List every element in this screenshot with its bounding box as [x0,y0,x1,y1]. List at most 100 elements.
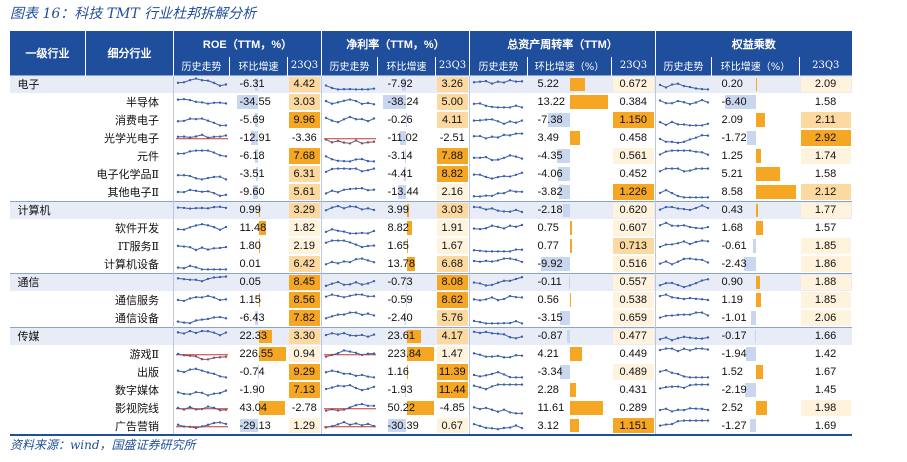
table-row: 影视院线 43.04 -2.78 50.22 -4.85 11.61 0.289 2.52 1.… [10,399,852,417]
sparkline-point [472,422,476,425]
sparkline-point [520,335,524,339]
quarter-heat [612,256,655,272]
sparkline-point [670,191,674,195]
roe-quarter-value: 9.29 [293,366,315,378]
sparkline-point [670,314,674,317]
sparkline-point [682,85,686,88]
em-change-value: 1.68 [721,222,743,234]
history-cell [655,345,712,363]
quarter-heat [288,418,320,433]
roe-quarter-value: 7.68 [293,150,315,162]
sparkline-point [664,123,668,127]
history-sparkline [472,132,524,140]
tat-quarter-cell: 0.713 [612,237,656,255]
history-sparkline [324,420,376,429]
tat-change-value: 5.22 [537,78,559,91]
change-bar [382,95,407,109]
quarter-heat [288,166,320,182]
quarter-heat [436,202,469,218]
sparkline-point [658,387,662,390]
sparkline-point [682,170,686,173]
sparkline-point [342,230,346,233]
sparkline-point [676,260,680,263]
history-cell [321,272,378,291]
sparkline-point [188,245,192,249]
sparkline-point [360,231,364,235]
quarter-heat [288,256,320,272]
roe-quarter-value: 7.82 [293,311,315,324]
change-bar [250,131,259,145]
sparkline-point [224,267,228,271]
sparkline-point [176,331,180,334]
sparkline-point [324,295,328,298]
change-bar [755,293,762,307]
sparkline-point [490,355,494,358]
sparkline-point [688,195,692,199]
sparkline-point [330,369,334,372]
history-sparkline [658,204,710,212]
sparkline-point [502,321,506,325]
sparkline-point [682,347,686,350]
change-bar [560,311,570,325]
sparkline-point [658,423,662,427]
sparkline-point [218,420,222,424]
sparkline-point [484,406,488,410]
history-cell [321,345,378,363]
sparkline-point [490,321,494,325]
quarter-heat [436,274,469,290]
history-sparkline [472,406,524,415]
sparkline-point [224,316,228,320]
sparkline-point [342,88,346,91]
level1-industry-cell [10,237,86,255]
change-bar [755,185,796,199]
sparkline-point [336,261,340,265]
sub-industry-cell: 半导体 [126,96,159,109]
sparkline-point [336,313,340,316]
history-cell [469,74,528,93]
sparkline-point [694,101,698,104]
sparkline-point [688,149,692,152]
sparkline-point [194,224,198,227]
sparkline-point [706,336,710,339]
sparkline-point [366,88,370,91]
sparkline-point [342,99,346,102]
sparkline-point [372,87,376,91]
sparkline-point [496,370,500,374]
sparkline-point [176,391,180,394]
tat-change-value: -0.11 [537,276,562,289]
tat-quarter-value: 0.713 [619,240,648,252]
sparkline-point [330,408,334,411]
em-change-cell: -0.61 [712,237,800,255]
change-bar [399,131,407,145]
history-cell [469,417,528,435]
sparkline-point [502,257,506,260]
sparkline-point [200,246,204,249]
sparkline-point [372,424,376,427]
change-bar [258,203,260,217]
em-quarter-value: 1.67 [814,366,837,378]
tat-change-value: -3.34 [537,366,563,378]
em-change-cell: -6.40 [712,93,800,111]
npm-quarter-cell: 5.00 [436,93,470,111]
change-bar [254,311,259,325]
sparkline-point [472,102,476,106]
sparkline-point [664,259,668,263]
sparkline-point [676,349,680,353]
change-bar [744,257,756,271]
roe-change-value: -3.51 [239,168,265,180]
tat-change-cell: 4.21 [528,345,612,363]
sparkline-point [324,284,328,288]
roe-quarter-value: 1.29 [293,419,315,432]
sparkline-point [520,171,524,174]
tat-change-value: -0.87 [537,330,563,343]
em-quarter-cell: 2.11 [800,111,852,129]
sparkline-point [188,174,192,178]
sparkline-point [478,194,482,198]
sparkline-point [508,154,512,157]
sparkline-point [514,104,518,107]
sparkline-point [700,227,704,230]
sparkline-point [472,227,476,230]
sparkline-point [694,150,698,153]
sparkline-point [676,82,680,86]
sparkline-point [508,294,512,298]
